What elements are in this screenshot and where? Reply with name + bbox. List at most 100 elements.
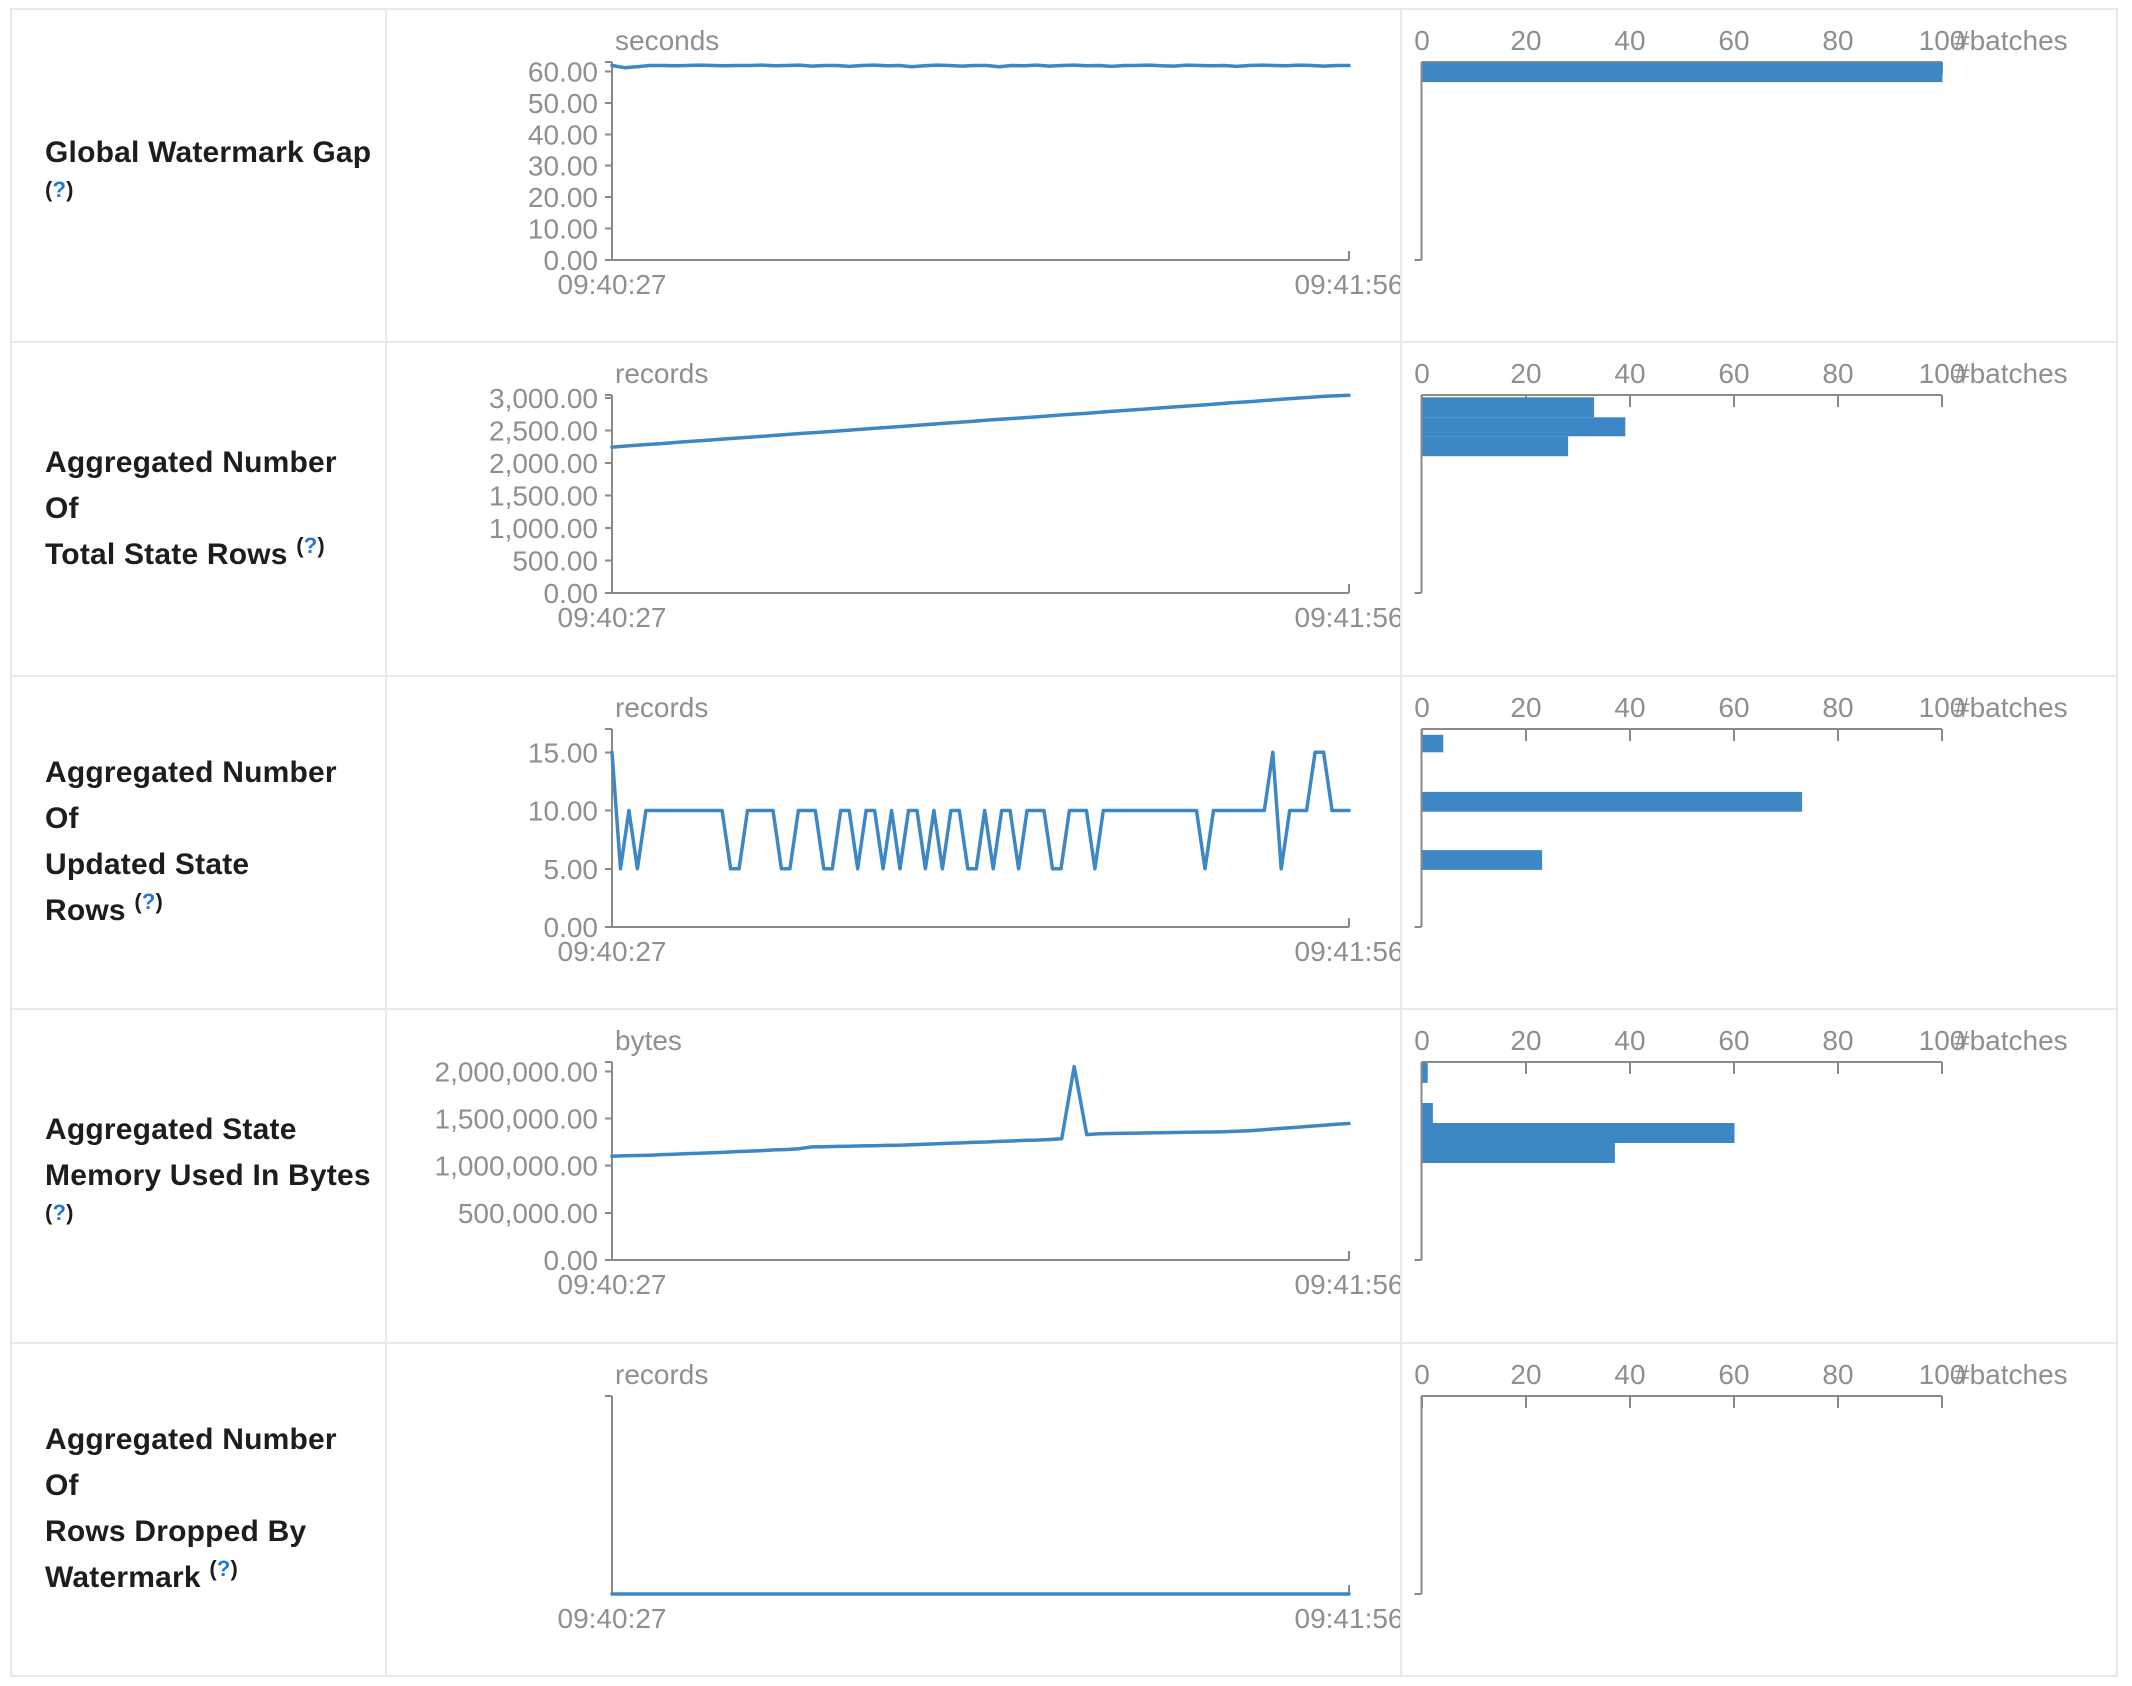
help-paren-open: (	[209, 1556, 217, 1582]
histogram-chart-cell: 0 20 40 60 80 100 #batches	[1402, 343, 2118, 674]
hist-tick-label: 40	[1614, 1025, 1645, 1056]
help-question-icon[interactable]: ?	[303, 533, 318, 559]
metric-label: Aggregated State Memory Used In Bytes (?)	[45, 1107, 371, 1245]
y-tick-label: 3,000.00	[489, 384, 598, 415]
x-end-label: 09:41:56	[1295, 269, 1401, 300]
metric-row: Aggregated Number Of Updated State Rows (…	[12, 676, 2116, 1011]
y-tick-label: 50.00	[528, 88, 598, 119]
hist-tick-label: 20	[1510, 358, 1541, 389]
help-tooltip-trigger[interactable]: (?)	[45, 177, 74, 202]
hist-tick-label: 20	[1510, 25, 1541, 56]
timeline-line	[610, 63, 1351, 70]
y-tick-label: 0.00	[544, 245, 599, 276]
y-tick-label: 15.00	[528, 737, 598, 768]
hist-tick-label: 80	[1822, 25, 1853, 56]
help-question-icon[interactable]: ?	[52, 176, 67, 202]
help-question-icon[interactable]: ?	[216, 1556, 231, 1582]
hist-tick-label: 40	[1614, 25, 1645, 56]
unit-label: records	[615, 1359, 708, 1390]
hist-tick-label: 20	[1510, 1025, 1541, 1056]
y-tick-label: 0.00	[544, 1245, 599, 1276]
metric-label-line: Aggregated Number Of	[45, 446, 337, 526]
hist-tick-label: 60	[1718, 1359, 1749, 1390]
y-tick-label: 2,000.00	[489, 449, 598, 480]
timeline-chart-cell: bytes 0.00 500,000.00 1,000,000.00 1,500,000…	[387, 1010, 1402, 1342]
metric-label-cell: Aggregated Number Of Total State Rows (?)	[12, 343, 387, 675]
y-tick-label: 40.00	[528, 119, 598, 150]
histogram-bar	[1422, 849, 1543, 870]
hist-tick-label: 60	[1718, 692, 1749, 723]
metric-label-line: Aggregated Number Of	[45, 1423, 337, 1503]
hist-tick-label: 100	[1919, 1025, 1966, 1056]
hist-tick-label: 0	[1414, 1359, 1430, 1390]
y-tick-label: 30.00	[528, 151, 598, 182]
hist-tick-label: 80	[1822, 1359, 1853, 1390]
metric-label-line: Updated State Rows	[45, 848, 250, 928]
x-end-label: 09:41:56	[1295, 936, 1401, 967]
timeline-line	[610, 1065, 1351, 1159]
metric-label-line: Aggregated State	[45, 1112, 297, 1146]
histogram-bar	[1422, 436, 1569, 457]
y-tick-label: 20.00	[528, 182, 598, 213]
hist-axis-title: #batches	[1954, 358, 2068, 389]
metric-row: Aggregated Number Of Rows Dropped By Water…	[12, 1343, 2116, 1675]
help-tooltip-trigger[interactable]: (?)	[134, 889, 163, 914]
timeline-chart: bytes 0.00 500,000.00 1,000,000.00 1,500,000…	[435, 1025, 1401, 1300]
help-tooltip-trigger[interactable]: (?)	[209, 1556, 238, 1581]
metric-label-line: Total State Rows	[45, 538, 288, 572]
hist-tick-label: 100	[1919, 25, 1966, 56]
y-tick-label: 500.00	[512, 546, 598, 577]
timeline-chart-cell: records 09:40:27 09:41:56	[387, 1343, 1402, 1675]
histogram-chart: 0 20 40 60 80 100#batches	[1414, 1359, 2068, 1595]
metric-label-cell: Aggregated State Memory Used In Bytes (?)	[12, 1010, 387, 1342]
metric-label: Aggregated Number Of Updated State Rows (…	[45, 750, 375, 934]
y-tick-label: 0.00	[544, 912, 599, 943]
help-paren-open: (	[134, 889, 142, 915]
metric-label-cell: Global Watermark Gap (?)	[12, 10, 387, 342]
timeline-chart: seconds 0.0010.0020.0030.0040.0050.0060.0…	[528, 25, 1401, 300]
help-question-icon[interactable]: ?	[141, 889, 156, 915]
y-tick-label: 0.00	[544, 578, 599, 609]
hist-tick-label: 0	[1414, 692, 1430, 723]
y-tick-label: 2,500.00	[489, 416, 598, 447]
histogram-chart: 0 20 40 60 80 100#batches	[1414, 358, 2068, 595]
hist-tick-label: 100	[1919, 692, 1966, 723]
hist-tick-label: 40	[1614, 692, 1645, 723]
help-paren-open: (	[45, 176, 53, 202]
help-tooltip-trigger[interactable]: (?)	[296, 533, 325, 558]
metric-label: Global Watermark Gap (?)	[45, 130, 371, 222]
hist-tick-label: 60	[1718, 358, 1749, 389]
unit-label: records	[615, 358, 708, 389]
timeline-chart: records 0.00 5.00 10.00 15.00 09:40:27 09:41:5…	[528, 692, 1401, 967]
metric-row: Global Watermark Gap (?) seconds 0.00 10.00…	[12, 10, 2116, 344]
metric-row: Aggregated Number Of Total State Rows (?)…	[12, 343, 2118, 677]
y-tick-label: 10.00	[528, 214, 598, 245]
help-paren-close: )	[66, 1199, 74, 1225]
hist-tick-label: 60	[1718, 25, 1749, 56]
y-tick-label: 1,000.00	[489, 513, 598, 544]
x-start-label: 09:40:27	[558, 602, 667, 633]
unit-label: records	[615, 692, 708, 723]
metric-label: Aggregated Number Of Total State Rows (?)	[45, 440, 375, 578]
hist-tick-label: 80	[1822, 1025, 1853, 1056]
hist-axis-title: #batches	[1954, 1359, 2068, 1390]
help-paren-close: )	[155, 889, 164, 915]
y-tick-label: 60.00	[528, 56, 598, 87]
help-tooltip-trigger[interactable]: (?)	[45, 1200, 74, 1225]
timeline-chart: records 09:40:27 09:41:56	[558, 1359, 1401, 1634]
x-end-label: 09:41:56	[1295, 602, 1401, 633]
hist-tick-label: 80	[1822, 692, 1853, 723]
timeline-line	[610, 393, 1351, 450]
help-paren-close: )	[66, 176, 74, 202]
hist-tick-label: 60	[1718, 1025, 1749, 1056]
help-paren-close: )	[317, 533, 325, 559]
metric-label: Aggregated Number Of Rows Dropped By Water…	[45, 1417, 375, 1601]
histogram-bar	[1422, 1123, 1735, 1144]
unit-label: seconds	[615, 25, 719, 56]
metric-label-line: Rows Dropped By	[45, 1515, 307, 1549]
y-tick-label: 5.00	[544, 854, 599, 885]
y-tick-label: 1,500,000.00	[435, 1104, 599, 1135]
x-start-label: 09:40:27	[558, 1269, 667, 1300]
hist-tick-label: 0	[1414, 358, 1430, 389]
help-question-icon[interactable]: ?	[52, 1199, 67, 1225]
